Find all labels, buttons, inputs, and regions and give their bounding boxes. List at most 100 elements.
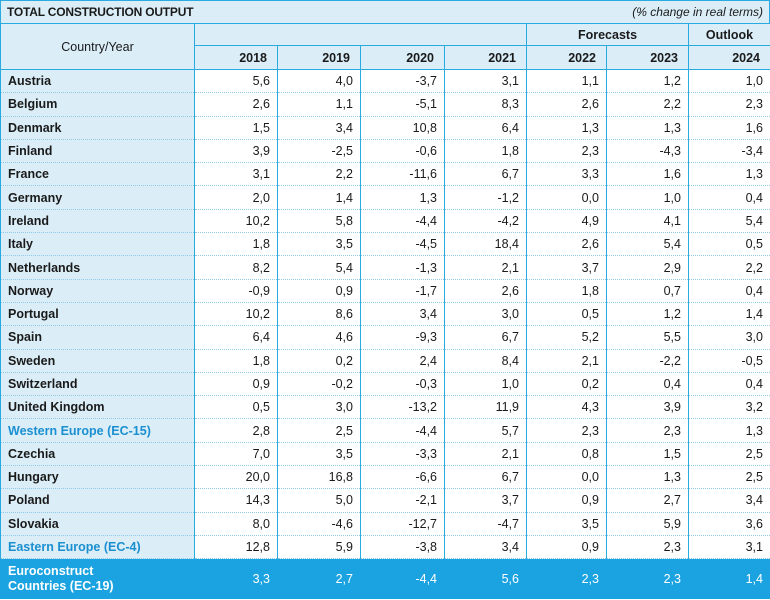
table-cell: 2,5: [688, 465, 770, 490]
row-label: Sweden: [0, 349, 195, 373]
table-cell: 1,3: [606, 116, 689, 140]
table-cell: 5,5: [606, 325, 689, 350]
table-cell: 1,5: [606, 442, 689, 467]
table-cell: -12,7: [360, 512, 445, 536]
table-cell: 16,8: [277, 465, 361, 490]
row-label: Hungary: [0, 465, 195, 490]
table-cell: 2,2: [688, 255, 770, 280]
table-cell: 3,5: [277, 442, 361, 467]
total-cell: 2,3: [606, 558, 689, 599]
year-header: 2020: [360, 45, 445, 70]
table-cell: 8,2: [194, 255, 278, 280]
table-row: United Kingdom 0,5 3,0 -13,2 11,9 4,3 3,9 3,2: [0, 395, 770, 420]
row-label: France: [0, 162, 195, 187]
table-cell: -2,5: [277, 139, 361, 164]
table-cell: 1,0: [688, 69, 770, 94]
table-cell: 5,9: [277, 535, 361, 560]
table-cell: 1,1: [277, 92, 361, 117]
table-cell: 3,4: [360, 302, 445, 327]
table-cell: 3,1: [444, 69, 527, 94]
table-cell: 0,5: [526, 302, 607, 327]
table-cell: 0,9: [277, 279, 361, 303]
table-cell: 2,1: [444, 255, 527, 280]
table-cell: -11,6: [360, 162, 445, 187]
table-cell: 8,3: [444, 92, 527, 117]
table-cell: -1,2: [444, 185, 527, 210]
row-label: Ireland: [0, 209, 195, 234]
table-row: Netherlands 8,2 5,4 -1,3 2,1 3,7 2,9 2,2: [0, 255, 770, 280]
table-cell: 8,0: [194, 512, 278, 536]
table-cell: 3,1: [688, 535, 770, 560]
table-cell: 1,6: [606, 162, 689, 187]
table-cell: 2,6: [194, 92, 278, 117]
table-cell: 3,9: [194, 139, 278, 164]
table-row: Poland 14,3 5,0 -2,1 3,7 0,9 2,7 3,4: [0, 488, 770, 513]
table-cell: 2,3: [606, 535, 689, 560]
table-cell: 0,4: [688, 372, 770, 397]
table-cell: 0,7: [606, 279, 689, 303]
table-cell: 2,3: [526, 139, 607, 164]
country-year-header: Country/Year: [0, 23, 195, 70]
table-cell: -4,5: [360, 232, 445, 257]
table-cell: 10,2: [194, 302, 278, 327]
table-cell: 1,8: [444, 139, 527, 164]
table-row: Denmark 1,5 3,4 10,8 6,4 1,3 1,3 1,6: [0, 116, 770, 140]
table-cell: 0,8: [526, 442, 607, 467]
table-cell: -3,3: [360, 442, 445, 467]
table-cell: 14,3: [194, 488, 278, 513]
title-bar: TOTAL CONSTRUCTION OUTPUT (% change in r…: [0, 0, 770, 23]
table-cell: 0,4: [688, 279, 770, 303]
table-cell: 20,0: [194, 465, 278, 490]
total-row: Euroconstruct Countries (EC-19) 3,3 2,7 …: [0, 558, 770, 599]
table-cell: 5,4: [606, 232, 689, 257]
row-label: Netherlands: [0, 255, 195, 280]
table-cell: 2,7: [606, 488, 689, 513]
table-row: Slovakia 8,0 -4,6 -12,7 -4,7 3,5 5,9 3,6: [0, 512, 770, 536]
table-cell: 2,3: [606, 418, 689, 443]
table-cell: -2,1: [360, 488, 445, 513]
table-title: TOTAL CONSTRUCTION OUTPUT: [7, 5, 194, 19]
table-cell: 1,5: [194, 116, 278, 140]
table-cell: 2,8: [194, 418, 278, 443]
table-cell: 8,4: [444, 349, 527, 373]
table-row: Finland 3,9 -2,5 -0,6 1,8 2,3 -4,3 -3,4: [0, 139, 770, 164]
table-row: Norway -0,9 0,9 -1,7 2,6 1,8 0,7 0,4: [0, 279, 770, 303]
table-cell: 6,7: [444, 325, 527, 350]
table-cell: 6,4: [444, 116, 527, 140]
table-cell: 2,6: [526, 92, 607, 117]
table-cell: 5,8: [277, 209, 361, 234]
table-cell: -0,2: [277, 372, 361, 397]
table-row: Austria 5,6 4,0 -3,7 3,1 1,1 1,2 1,0: [0, 69, 770, 94]
table-cell: 4,0: [277, 69, 361, 94]
table-cell: 0,9: [526, 535, 607, 560]
year-header: 2018: [194, 45, 278, 70]
row-label: Switzerland: [0, 372, 195, 397]
table-cell: 18,4: [444, 232, 527, 257]
table-row: Belgium 2,6 1,1 -5,1 8,3 2,6 2,2 2,3: [0, 92, 770, 117]
row-label: Western Europe (EC-15): [0, 418, 195, 443]
table-cell: 0,4: [688, 185, 770, 210]
year-header: 2021: [444, 45, 527, 70]
table-cell: 1,2: [606, 69, 689, 94]
year-header: 2019: [277, 45, 361, 70]
total-label-line2: Countries (EC-19): [8, 578, 114, 593]
table-cell: -4,6: [277, 512, 361, 536]
table-cell: 2,1: [444, 442, 527, 467]
row-label: Norway: [0, 279, 195, 303]
table-cell: -1,7: [360, 279, 445, 303]
total-cell: 1,4: [688, 558, 770, 599]
table-row: Germany 2,0 1,4 1,3 -1,2 0,0 1,0 0,4: [0, 185, 770, 210]
table-cell: 10,8: [360, 116, 445, 140]
table-row: Portugal 10,2 8,6 3,4 3,0 0,5 1,2 1,4: [0, 302, 770, 327]
table-body: Austria 5,6 4,0 -3,7 3,1 1,1 1,2 1,0 Belgium 2,6 1…: [0, 69, 770, 599]
table-cell: 1,2: [606, 302, 689, 327]
table-cell: 5,6: [194, 69, 278, 94]
table-cell: 1,6: [688, 116, 770, 140]
table-cell: 0,5: [194, 395, 278, 420]
table-cell: 1,0: [444, 372, 527, 397]
table-row: France 3,1 2,2 -11,6 6,7 3,3 1,6 1,3: [0, 162, 770, 187]
row-label: Slovakia: [0, 512, 195, 536]
table-cell: 1,3: [688, 162, 770, 187]
table-cell: 3,4: [277, 116, 361, 140]
